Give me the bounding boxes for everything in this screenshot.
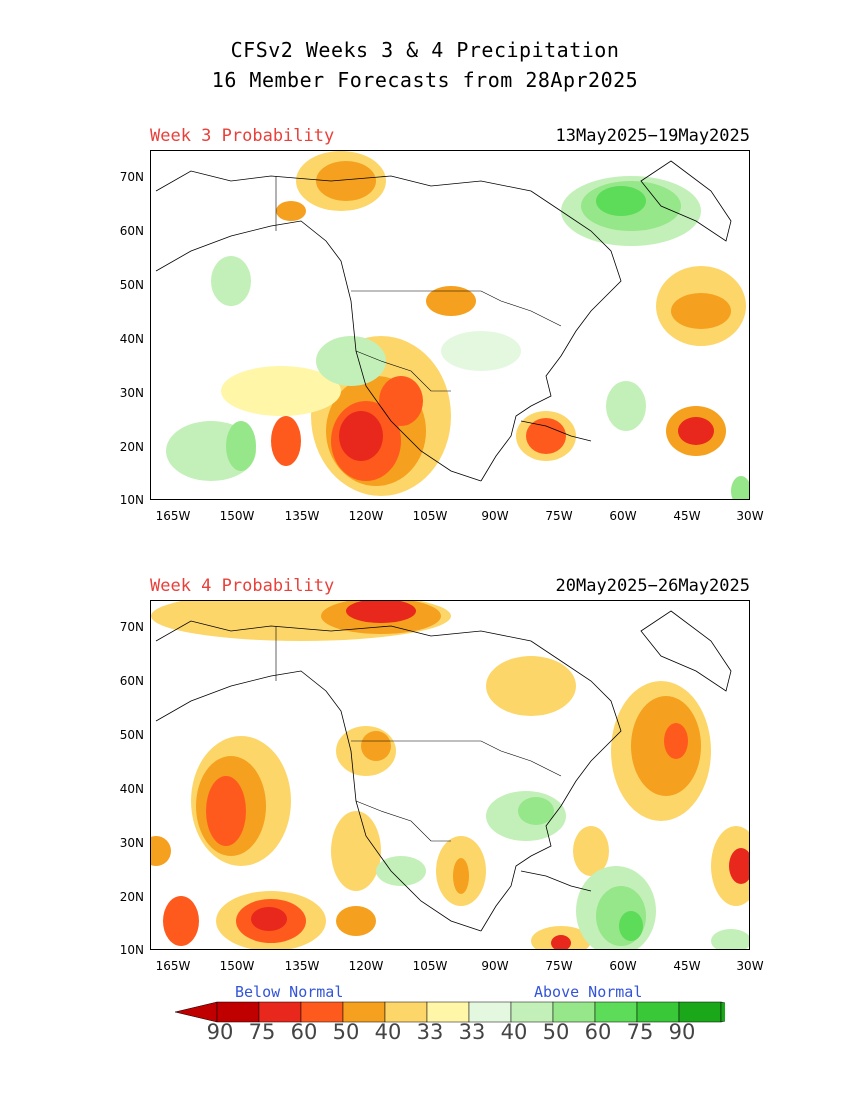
p1-lat-tick: 20N bbox=[119, 440, 144, 454]
p1-lon-tick: 75W bbox=[545, 509, 573, 523]
panel-2-shading bbox=[151, 601, 749, 949]
p2-lon-tick: 60W bbox=[609, 959, 637, 973]
p1-lat-tick: 60N bbox=[119, 224, 144, 238]
legend-arrow-right bbox=[720, 1001, 725, 1023]
legend-swatch bbox=[510, 1001, 554, 1023]
panel-1-borders bbox=[275, 176, 562, 392]
p2-lat-tick: 10N bbox=[119, 943, 144, 957]
legend-value: 75 bbox=[626, 1020, 654, 1044]
legend-swatch bbox=[384, 1001, 428, 1023]
p2-lon-tick: 45W bbox=[673, 959, 701, 973]
panel-2-map bbox=[150, 600, 750, 950]
p2-lat-tick: 70N bbox=[119, 620, 144, 634]
p1-lon-tick: 150W bbox=[219, 509, 255, 523]
legend-swatch bbox=[552, 1001, 596, 1023]
p1-lon-tick: 45W bbox=[673, 509, 701, 523]
legend-value: 50 bbox=[542, 1020, 570, 1044]
legend-swatch bbox=[468, 1001, 512, 1023]
panel-1-dates: 13May2025−19May2025 bbox=[555, 126, 750, 146]
panel-2-borders bbox=[275, 626, 562, 842]
p2-lon-tick: 30W bbox=[736, 959, 764, 973]
legend-below-normal-label: Below Normal bbox=[235, 983, 344, 1001]
p2-lat-tick: 30N bbox=[119, 836, 144, 850]
legend-swatch bbox=[216, 1001, 260, 1023]
legend-swatch bbox=[594, 1001, 638, 1023]
p1-lat-tick: 30N bbox=[119, 386, 144, 400]
legend-value: 40 bbox=[374, 1020, 402, 1044]
p2-lon-tick: 165W bbox=[155, 959, 191, 973]
legend-arrow-left bbox=[175, 1001, 218, 1023]
legend-swatch bbox=[342, 1001, 386, 1023]
p1-lon-tick: 30W bbox=[736, 509, 764, 523]
p1-lat-tick: 70N bbox=[119, 170, 144, 184]
legend-value: 33 bbox=[458, 1020, 486, 1044]
p2-lon-tick: 150W bbox=[219, 959, 255, 973]
legend-above-normal-label: Above Normal bbox=[534, 983, 643, 1001]
p1-lon-tick: 120W bbox=[348, 509, 384, 523]
legend-value: 60 bbox=[290, 1020, 318, 1044]
panel-2-dates: 20May2025−26May2025 bbox=[555, 576, 750, 596]
panel-1-label: Week 3 Probability bbox=[150, 126, 335, 146]
p2-lon-tick: 135W bbox=[284, 959, 320, 973]
legend-value: 40 bbox=[500, 1020, 528, 1044]
panel-1-map-svg bbox=[155, 151, 749, 499]
chart-subtitle: 16 Member Forecasts from 28Apr2025 bbox=[211, 68, 639, 92]
p1-lon-tick: 90W bbox=[481, 509, 509, 523]
legend-colorbar bbox=[175, 1001, 725, 1023]
panel-2-map-svg bbox=[151, 601, 749, 949]
p2-lon-tick: 75W bbox=[545, 959, 573, 973]
chart-title: CFSv2 Weeks 3 & 4 Precipitation bbox=[230, 38, 620, 62]
legend-value: 60 bbox=[584, 1020, 612, 1044]
legend-value: 90 bbox=[668, 1020, 696, 1044]
p2-lon-tick: 90W bbox=[481, 959, 509, 973]
panel-1-shading bbox=[166, 151, 749, 499]
panel-2-label: Week 4 Probability bbox=[150, 576, 335, 596]
p1-lon-tick: 60W bbox=[609, 509, 637, 523]
p2-lon-tick: 120W bbox=[348, 959, 384, 973]
p1-lon-tick: 165W bbox=[155, 509, 191, 523]
legend-swatch bbox=[300, 1001, 344, 1023]
legend-swatch bbox=[636, 1001, 680, 1023]
legend-swatch bbox=[426, 1001, 470, 1023]
legend-value: 50 bbox=[332, 1020, 360, 1044]
p2-lon-tick: 105W bbox=[412, 959, 448, 973]
p1-lat-tick: 10N bbox=[119, 493, 144, 507]
p2-lat-tick: 20N bbox=[119, 890, 144, 904]
legend-value: 90 bbox=[206, 1020, 234, 1044]
panel-1-map bbox=[150, 150, 750, 500]
p1-lon-tick: 105W bbox=[412, 509, 448, 523]
legend-value: 33 bbox=[416, 1020, 444, 1044]
panel-1-coastlines bbox=[155, 160, 732, 482]
p2-lat-tick: 50N bbox=[119, 728, 144, 742]
legend-swatch bbox=[678, 1001, 722, 1023]
panel-2-coastlines bbox=[155, 610, 732, 932]
p1-lat-tick: 40N bbox=[119, 332, 144, 346]
p2-lat-tick: 40N bbox=[119, 782, 144, 796]
legend-swatch bbox=[258, 1001, 302, 1023]
p2-lat-tick: 60N bbox=[119, 674, 144, 688]
p1-lat-tick: 50N bbox=[119, 278, 144, 292]
p1-lon-tick: 135W bbox=[284, 509, 320, 523]
legend-value: 75 bbox=[248, 1020, 276, 1044]
